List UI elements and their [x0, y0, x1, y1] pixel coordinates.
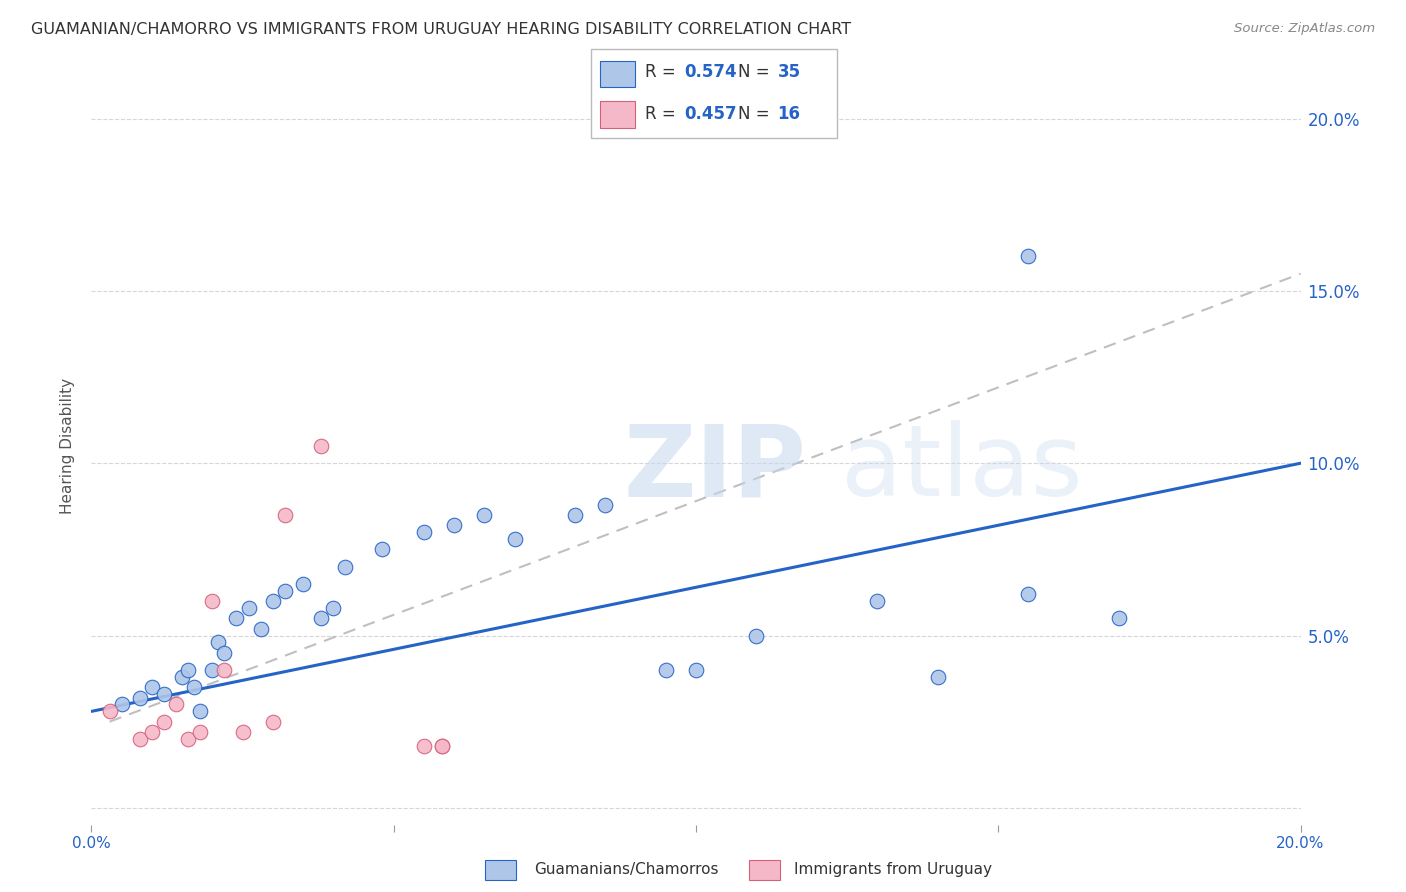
- Point: [927, 670, 949, 684]
- Point: [654, 663, 676, 677]
- Point: [430, 739, 453, 753]
- Point: [413, 525, 436, 540]
- Point: [201, 663, 224, 677]
- Point: [177, 663, 200, 677]
- Point: [1018, 249, 1040, 264]
- Text: Guamanians/Chamorros: Guamanians/Chamorros: [534, 863, 718, 877]
- Point: [274, 583, 297, 598]
- Text: R =: R =: [644, 62, 681, 81]
- FancyBboxPatch shape: [600, 61, 636, 87]
- Text: 0.457: 0.457: [685, 105, 737, 123]
- Text: GUAMANIAN/CHAMORRO VS IMMIGRANTS FROM URUGUAY HEARING DISABILITY CORRELATION CHA: GUAMANIAN/CHAMORRO VS IMMIGRANTS FROM UR…: [31, 22, 851, 37]
- Point: [183, 680, 205, 694]
- Point: [141, 680, 163, 694]
- Text: N =: N =: [738, 62, 775, 81]
- Point: [172, 670, 194, 684]
- Point: [685, 663, 707, 677]
- Point: [238, 601, 260, 615]
- Text: 0.574: 0.574: [685, 62, 737, 81]
- Point: [98, 705, 121, 719]
- Point: [370, 542, 392, 557]
- Y-axis label: Hearing Disability: Hearing Disability: [60, 378, 76, 514]
- Text: Source: ZipAtlas.com: Source: ZipAtlas.com: [1234, 22, 1375, 36]
- Point: [153, 687, 176, 701]
- Point: [503, 532, 526, 546]
- Point: [745, 628, 768, 642]
- Text: ZIP: ZIP: [623, 420, 806, 517]
- Point: [231, 725, 253, 739]
- Point: [335, 559, 357, 574]
- Point: [564, 508, 586, 522]
- Point: [309, 439, 332, 453]
- Point: [472, 508, 495, 522]
- Point: [274, 508, 297, 522]
- Text: R =: R =: [644, 105, 681, 123]
- Point: [214, 646, 236, 660]
- Text: 35: 35: [778, 62, 800, 81]
- Point: [188, 705, 211, 719]
- Point: [111, 698, 132, 712]
- Point: [201, 594, 224, 608]
- Point: [322, 601, 344, 615]
- Point: [249, 622, 271, 636]
- Point: [262, 714, 284, 729]
- Point: [207, 635, 229, 649]
- FancyBboxPatch shape: [591, 49, 837, 138]
- Point: [188, 725, 211, 739]
- Point: [225, 611, 247, 625]
- Text: Immigrants from Uruguay: Immigrants from Uruguay: [794, 863, 993, 877]
- Point: [1108, 611, 1130, 625]
- Point: [153, 714, 176, 729]
- Point: [292, 577, 315, 591]
- Point: [128, 690, 150, 705]
- Point: [595, 498, 617, 512]
- Point: [443, 518, 465, 533]
- Point: [141, 725, 163, 739]
- FancyBboxPatch shape: [600, 101, 636, 128]
- Point: [128, 731, 150, 746]
- Text: N =: N =: [738, 105, 775, 123]
- Point: [165, 698, 187, 712]
- Point: [214, 663, 236, 677]
- Point: [413, 739, 436, 753]
- Point: [866, 594, 889, 608]
- Point: [262, 594, 284, 608]
- Text: atlas: atlas: [841, 420, 1083, 517]
- Point: [177, 731, 200, 746]
- Text: 16: 16: [778, 105, 800, 123]
- Point: [309, 611, 332, 625]
- Point: [430, 739, 453, 753]
- Point: [1018, 587, 1040, 601]
